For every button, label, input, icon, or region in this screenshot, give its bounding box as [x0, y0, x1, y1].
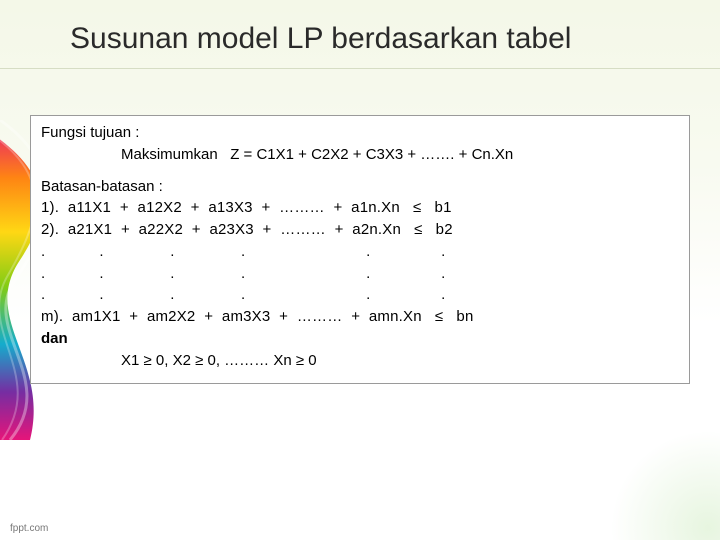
objective-formula: Z = C1X1 + C2X2 + C3X3 + ……. + Cn.Xn: [230, 146, 513, 163]
and-label: dan: [41, 328, 679, 350]
dots-row: . . . . . .: [41, 284, 679, 306]
objective-prefix: Maksimumkan: [121, 146, 218, 163]
title-underline: [0, 68, 720, 69]
constraint-row-m: m). am1X1 + am2X2 + am3X3 + ……… + amn.Xn…: [41, 306, 679, 328]
objective-line: Maksimumkan Z = C1X1 + C2X2 + C3X3 + …….…: [41, 144, 679, 166]
constraint-row: 1). a11X1 + a12X2 + a13X3 + ……… + a1n.Xn…: [41, 197, 679, 219]
corner-decoration: [610, 430, 720, 540]
constraints-label: Batasan-batasan :: [41, 176, 679, 198]
dots-row: . . . . . .: [41, 241, 679, 263]
constraint-row: 2). a21X1 + a22X2 + a23X3 + ……… + a2n.Xn…: [41, 219, 679, 241]
slide-title: Susunan model LP berdasarkan tabel: [70, 22, 571, 56]
dots-row: . . . . . .: [41, 263, 679, 285]
objective-label: Fungsi tujuan :: [41, 122, 679, 144]
nonneg-line: X1 ≥ 0, X2 ≥ 0, ……… Xn ≥ 0: [41, 350, 679, 372]
content-box: Fungsi tujuan : Maksimumkan Z = C1X1 + C…: [30, 115, 690, 384]
footer-text: fppt.com: [10, 523, 48, 534]
